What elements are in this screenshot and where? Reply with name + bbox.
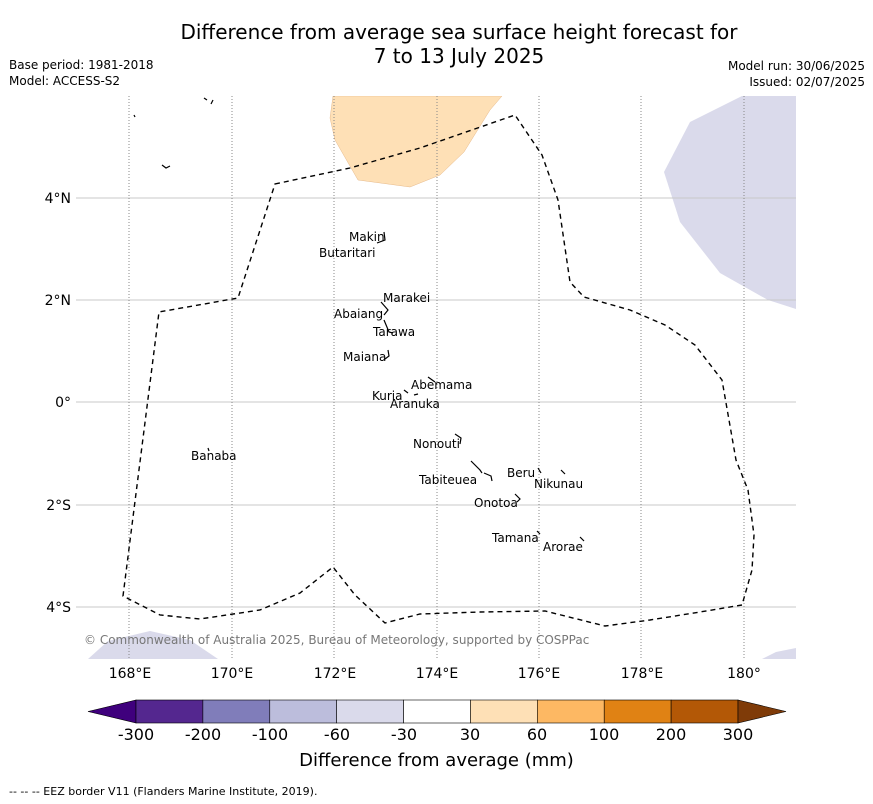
latitude-gridlines (76, 197, 796, 608)
place-label-abemama: Abemama (411, 378, 472, 392)
colorbar-tick: -100 (251, 725, 289, 744)
longitude-gridlines (128, 96, 745, 659)
colorbar-tick-labels: -300 -200 -100 -60 -30 30 60 100 200 300 (0, 725, 873, 745)
lat-label-4s: 4°S (46, 600, 71, 616)
colorbar-label-wrap: Difference from average (mm) (0, 750, 873, 771)
colorbar-segment (470, 699, 538, 724)
lon-label-174e: 174°E (416, 666, 459, 682)
colorbar-segment (670, 699, 739, 724)
colorbar-tick: 100 (588, 725, 620, 744)
colorbar-segment (603, 699, 672, 724)
colorbar-segment (135, 699, 204, 724)
place-label-maiana: Maiana (343, 350, 386, 364)
colorbar-tick: -60 (323, 725, 351, 744)
place-label-nikunau: Nikunau (534, 477, 583, 491)
place-label-tamana: Tamana (491, 531, 539, 545)
model-name: Model: ACCESS-S2 (9, 74, 121, 88)
place-label-aranuka: Aranuka (390, 397, 440, 411)
lat-label-4n: 4°N (45, 191, 71, 207)
place-label-abaiang: Abaiang (334, 307, 383, 321)
colorbar-label: Difference from average (mm) (299, 750, 574, 771)
place-label-beru: Beru (507, 466, 535, 480)
eez-footnote: -- -- -- EEZ border V11 (Flanders Marine… (9, 785, 318, 798)
lon-label-172e: 172°E (314, 666, 357, 682)
eez-border (122, 114, 755, 627)
place-label-marakei: Marakei (383, 291, 430, 305)
model-run: Model run: 30/06/2025 (727, 59, 865, 73)
colorbar-segment (403, 699, 471, 724)
lon-label-170e: 170°E (211, 666, 254, 682)
title-line-1: Difference from average sea surface heig… (180, 20, 738, 44)
colorbar-segment (269, 699, 337, 724)
lon-label-176e: 176°E (518, 666, 561, 682)
copyright-notice: © Commonwealth of Australia 2025, Bureau… (84, 633, 589, 647)
colorbar-tick: 300 (722, 725, 754, 744)
colorbar-tick: -300 (117, 725, 155, 744)
lat-label-2n: 2°N (45, 293, 71, 309)
negative-anomaly-region-southeast (762, 648, 796, 659)
colorbar-extend-low (87, 699, 137, 724)
lat-label-0: 0° (55, 395, 71, 411)
place-label-kuria: Kuria (372, 389, 403, 403)
place-label-makin: Makin (349, 230, 385, 244)
negative-anomaly-region-northeast (664, 96, 796, 309)
place-label-banaba: Banaba (191, 449, 237, 463)
place-label-tabiteuea: Tabiteuea (418, 473, 477, 487)
colorbar-tick: 30 (459, 725, 481, 744)
issued-date: Issued: 02/07/2025 (749, 75, 865, 89)
place-label-onotoa: Onotoa (474, 496, 518, 510)
place-label-butaritari: Butaritari (319, 246, 376, 260)
map-title: Difference from average sea surface heig… (0, 20, 873, 68)
place-label-arorae: Arorae (543, 540, 583, 554)
map-area: Makin Butaritari Marakei Abaiang Tarawa … (76, 96, 796, 659)
meta-left: Base period: 1981-2018 Model: ACCESS-S2 (9, 57, 154, 89)
place-label-nonouti: Nonouti (413, 437, 460, 451)
colorbar-segment (336, 699, 404, 724)
colorbar-tick: 200 (655, 725, 687, 744)
colorbar-tick: 60 (526, 725, 548, 744)
colorbar-extend-high (737, 699, 787, 724)
latitude-labels: 4°N 2°N 0° 2°S 4°S (45, 191, 72, 616)
base-period: Base period: 1981-2018 (9, 58, 154, 72)
colorbar-segment (537, 699, 605, 724)
negative-anomaly-region-southwest (88, 631, 218, 659)
place-labels: Makin Butaritari Marakei Abaiang Tarawa … (191, 230, 583, 554)
positive-anomaly-region (329, 96, 503, 188)
lat-label-2s: 2°S (46, 498, 71, 514)
colorbar-segment (202, 699, 271, 724)
colorbar-tick: -200 (184, 725, 222, 744)
meta-right: Model run: 30/06/2025 Issued: 02/07/2025 (728, 58, 865, 90)
place-label-tarawa: Tarawa (372, 325, 415, 339)
title-line-2: 7 to 13 July 2025 (373, 44, 545, 68)
colorbar (87, 699, 787, 724)
islands (133, 97, 585, 542)
lon-label-168e: 168°E (109, 666, 152, 682)
longitude-labels: 168°E 170°E 172°E 174°E 176°E 178°E 180° (109, 666, 761, 682)
colorbar-tick: -30 (390, 725, 418, 744)
lon-label-178e: 178°E (621, 666, 664, 682)
lon-label-180: 180° (727, 666, 761, 682)
